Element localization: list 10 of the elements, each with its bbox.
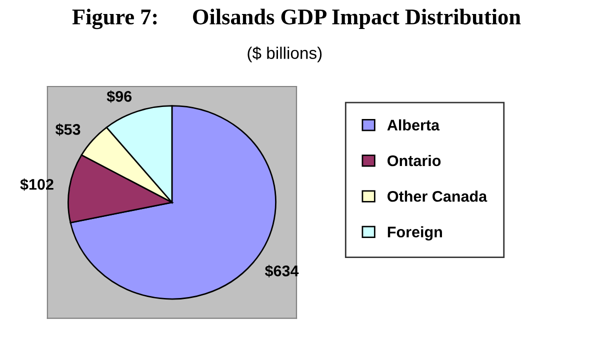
chart-subtitle: ($ billions) <box>248 46 322 62</box>
legend-label: Ontario <box>388 154 441 166</box>
legend-label: Other Canada <box>388 190 488 202</box>
legend-label: Foreign <box>388 226 442 241</box>
data-label: $102 <box>20 178 54 191</box>
data-label: $96 <box>106 90 132 103</box>
data-label: $634 <box>264 264 299 278</box>
legend-label: Alberta <box>387 119 440 131</box>
data-label: $53 <box>55 123 80 136</box>
chart-title: Figure 7: Oilsands GDP Impact Distribution <box>72 8 521 30</box>
